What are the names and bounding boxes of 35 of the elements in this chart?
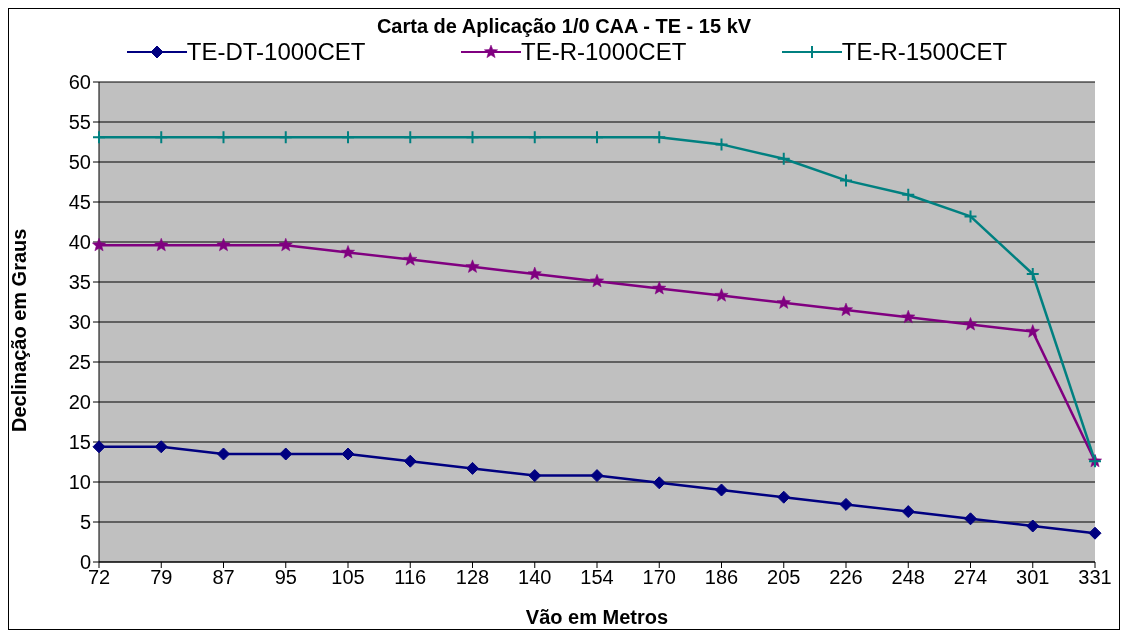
y-tick-label: 35 (68, 271, 91, 294)
x-tick-label: 116 (394, 566, 427, 589)
y-axis-title: Declinação em Graus (8, 228, 31, 432)
y-tick-label: 30 (68, 311, 91, 334)
x-tick-label: 301 (1016, 566, 1050, 589)
y-tick-label: 50 (68, 151, 91, 174)
x-tick-label: 226 (829, 566, 863, 589)
x-tick-label: 205 (767, 566, 801, 589)
y-tick-label: 0 (79, 551, 91, 574)
y-tick-label: 40 (68, 231, 91, 254)
x-tick-label: 79 (150, 566, 173, 589)
y-tick-label: 15 (68, 431, 91, 454)
x-tick-label: 248 (891, 566, 925, 589)
x-tick-label: 95 (274, 566, 297, 589)
legend-label: TE-DT-1000CET (185, 38, 366, 66)
x-axis-title: Vão em Metros (525, 606, 669, 628)
legend-label: TE-R-1500CET (840, 38, 1008, 66)
y-tick-label: 60 (68, 71, 91, 94)
y-tick-label: 5 (79, 511, 91, 534)
x-tick-label: 87 (212, 566, 235, 589)
x-tick-label: 154 (580, 566, 614, 589)
x-tick-label: 128 (455, 566, 490, 589)
x-tick-label: 170 (642, 566, 676, 589)
legend-label: TE-R-1000CET (519, 38, 687, 66)
y-tick-label: 10 (68, 471, 91, 494)
x-tick-label: 274 (953, 566, 988, 589)
x-tick-label: 186 (704, 566, 739, 589)
y-tick-label: 25 (68, 351, 91, 374)
x-tick-label: 331 (1078, 566, 1112, 589)
x-tick-label: 105 (331, 566, 365, 589)
y-tick-label: 55 (68, 111, 91, 134)
x-tick-label: 140 (518, 566, 552, 589)
chart-title: Carta de Aplicação 1/0 CAA - TE - 15 kV (375, 15, 753, 38)
y-tick-label: 45 (68, 191, 91, 214)
y-tick-label: 20 (68, 391, 91, 414)
